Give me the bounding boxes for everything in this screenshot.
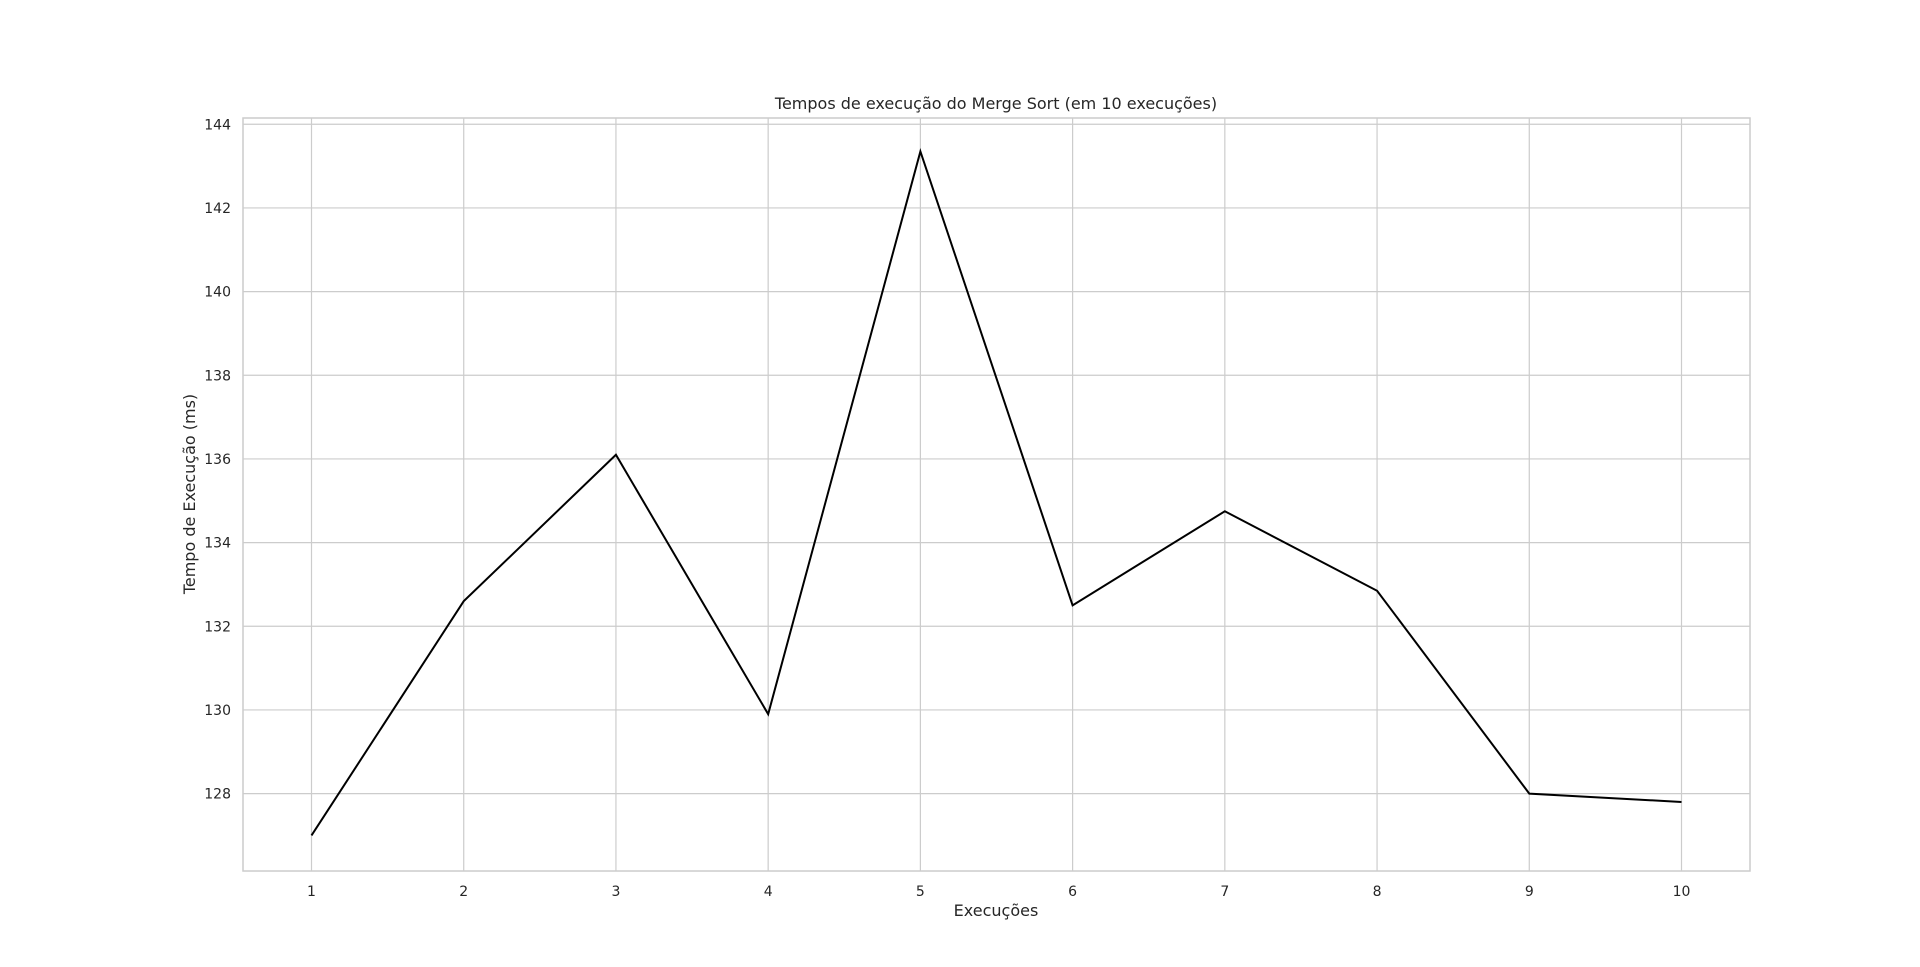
y-grid-lines (243, 123, 1750, 795)
y-axis-label: Tempo de Execução (ms) (180, 394, 199, 595)
plot-frame (242, 117, 1751, 872)
x-tick-label: 6 (1068, 884, 1077, 900)
x-tick-labels: 1 2 3 4 5 6 7 8 9 10 (307, 884, 1690, 900)
y-tick-label: 144 (204, 117, 231, 133)
chart-title: Tempos de execução do Merge Sort (em 10 … (774, 94, 1217, 113)
y-tick-label: 136 (204, 452, 231, 468)
y-tick-label: 138 (204, 368, 231, 384)
series-line (310, 148, 1682, 836)
x-tick-label: 5 (916, 884, 925, 900)
y-tick-label: 132 (204, 619, 231, 635)
x-tick-label: 7 (1220, 884, 1229, 900)
x-tick-label: 1 (307, 884, 316, 900)
y-tick-label: 130 (204, 703, 231, 719)
x-tick-label: 2 (459, 884, 468, 900)
x-tick-label: 4 (764, 884, 773, 900)
y-tick-label: 140 (204, 285, 231, 301)
y-tick-label: 134 (204, 536, 231, 552)
x-axis-label: Execuções (954, 901, 1039, 920)
x-tick-label: 8 (1373, 884, 1382, 900)
y-tick-labels: 128 130 132 134 136 138 140 142 144 (204, 117, 231, 802)
x-grid-lines (310, 118, 1683, 871)
y-tick-label: 142 (204, 201, 231, 217)
x-tick-label: 10 (1673, 884, 1691, 900)
x-tick-label: 3 (611, 884, 620, 900)
y-tick-label: 128 (204, 787, 231, 803)
x-tick-label: 9 (1525, 884, 1534, 900)
